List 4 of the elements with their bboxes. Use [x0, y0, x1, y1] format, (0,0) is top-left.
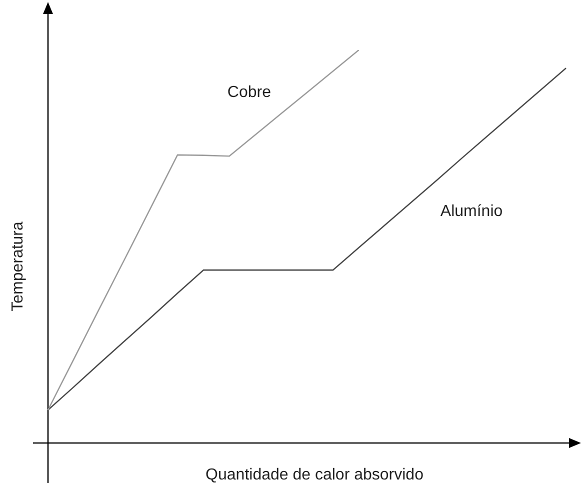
series-label: Alumínio	[440, 203, 503, 220]
series-label: Cobre	[227, 84, 272, 101]
y-axis-title: Temperatura	[9, 221, 26, 312]
x-axis-title: Quantidade de calor absorvido	[206, 466, 424, 483]
